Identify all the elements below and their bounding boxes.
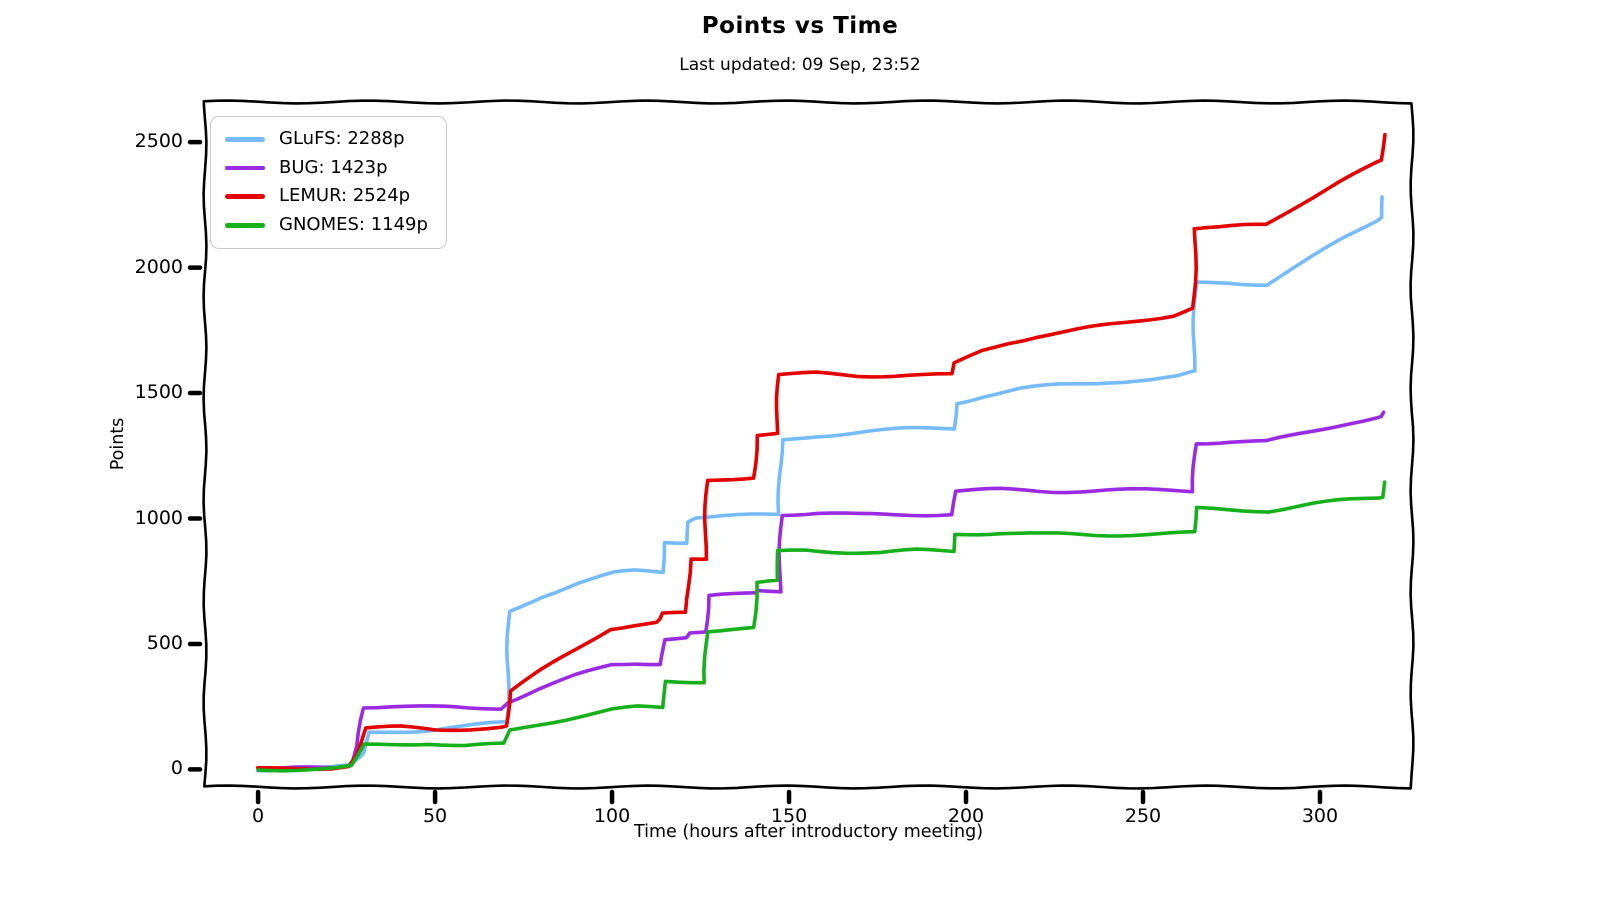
y-tick-label: 0 (170, 757, 183, 780)
legend-label: GLuFS: 2288p (279, 128, 405, 149)
y-tick-label: 2000 (134, 255, 183, 278)
y-tick-label: 1500 (134, 381, 183, 404)
legend-item: GLuFS: 2288p (225, 128, 428, 150)
legend-swatch-3 (225, 223, 265, 228)
chart-title: Points vs Time (701, 13, 899, 39)
legend-swatch-1 (225, 165, 265, 171)
x-tick-label: 0 (252, 805, 265, 827)
x-tick-label: 100 (593, 805, 631, 827)
legend: GLuFS: 2288p BUG: 1423p LEMUR: 2524p GNOMES… (210, 116, 447, 249)
x-tick-label: 250 (1124, 805, 1162, 827)
x-tick-label: 50 (422, 805, 448, 827)
series-line-gnomes (256, 480, 1387, 773)
x-tick-label: 200 (947, 805, 985, 827)
legend-item: GNOMES: 1149p (225, 214, 428, 236)
legend-item: LEMUR: 2524p (225, 186, 428, 207)
chart-subtitle: Last updated: 09 Sep, 23:52 (679, 55, 921, 75)
legend-label: GNOMES: 1149p (279, 214, 428, 236)
y-axis-label: Points (108, 417, 128, 471)
legend-label: BUG: 1423p (279, 156, 388, 178)
series-line-bug (256, 410, 1386, 772)
x-tick-label: 150 (770, 805, 808, 827)
series-line-glufs (255, 195, 1384, 773)
legend-swatch-2 (225, 194, 265, 199)
x-axis-label: Time (hours after introductory meeting) (633, 822, 984, 842)
series-line-lemur (256, 132, 1387, 772)
y-tick-label: 2500 (134, 130, 183, 153)
legend-item: BUG: 1423p (225, 156, 428, 179)
y-tick-label: 1000 (134, 506, 183, 529)
x-tick-label: 300 (1301, 805, 1339, 827)
legend-label: LEMUR: 2524p (279, 185, 411, 207)
legend-swatch-0 (225, 137, 265, 142)
y-tick-label: 500 (146, 631, 183, 654)
plot-frame (202, 99, 1415, 790)
